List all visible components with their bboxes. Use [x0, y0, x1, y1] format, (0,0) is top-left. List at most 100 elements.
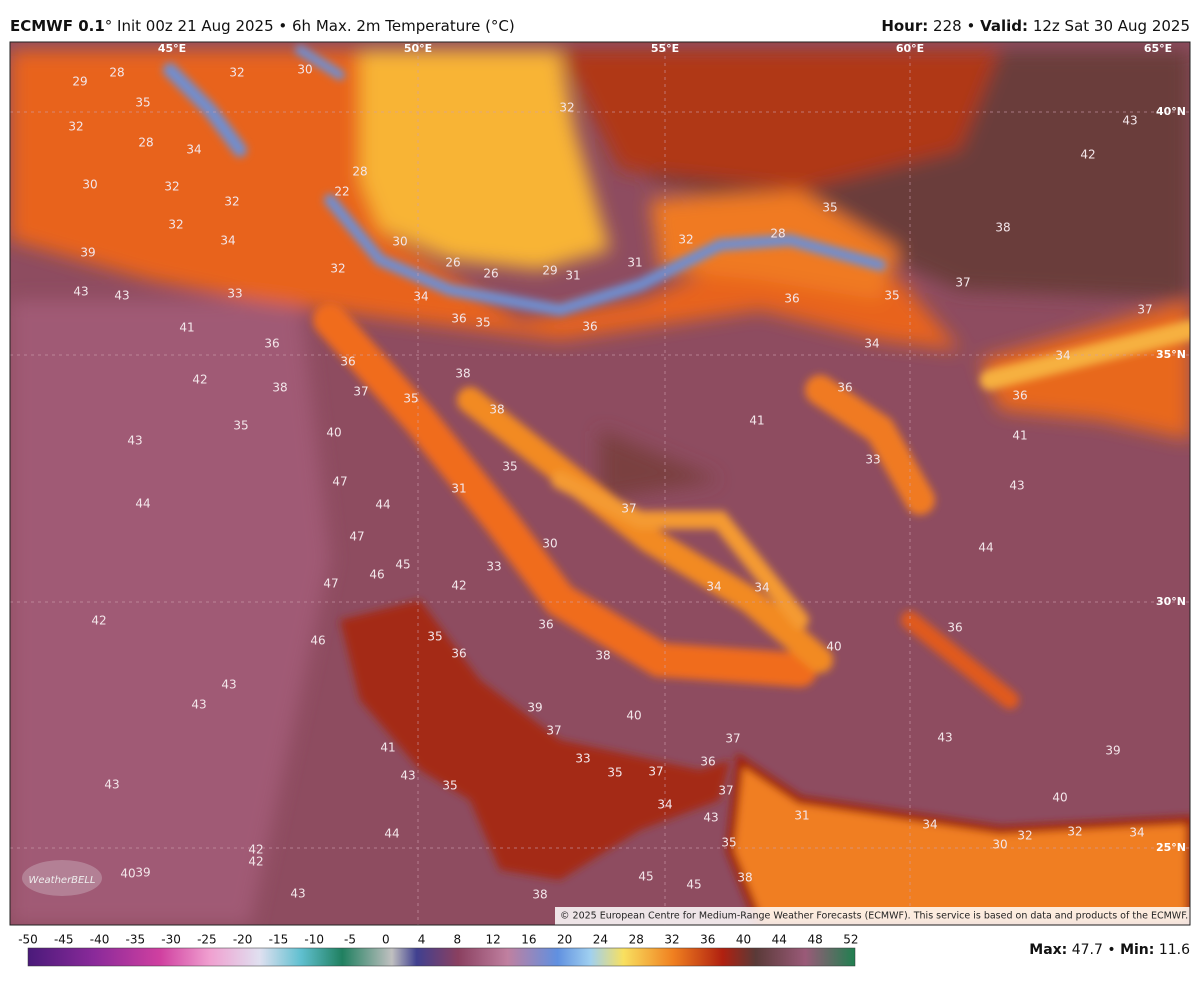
max-min: Max: 47.7 • Min: 11.6 — [1029, 942, 1190, 958]
colorbar-tick-label: -40 — [90, 933, 110, 947]
title: ECMWF 0.1° Init 00z 21 Aug 2025 • 6h Max… — [10, 17, 515, 35]
logo: WeatherBELL — [28, 875, 95, 886]
temperature-label: 35 — [135, 96, 150, 110]
colorbar-tick-label: -20 — [233, 933, 253, 947]
colorbar-tick-label: -30 — [161, 933, 181, 947]
temperature-label: 34 — [922, 818, 937, 832]
temperature-label: 36 — [451, 312, 466, 326]
temperature-label: 22 — [334, 185, 349, 199]
temperature-label: 35 — [822, 201, 837, 215]
colorbar-tick-label: 0 — [382, 933, 390, 947]
separator: • — [1107, 942, 1115, 958]
temperature-label: 33 — [227, 287, 242, 301]
temperature-label: 37 — [621, 502, 636, 516]
temperature-label: 41 — [179, 321, 194, 335]
temperature-label: 44 — [135, 497, 150, 511]
temperature-label: 35 — [884, 289, 899, 303]
temperature-label: 41 — [749, 414, 764, 428]
temperature-label: 32 — [678, 233, 693, 247]
temperature-label: 44 — [978, 541, 993, 555]
longitude-label: 65°E — [1144, 42, 1172, 55]
longitude-label: 55°E — [651, 42, 679, 55]
longitude-label: 60°E — [896, 42, 924, 55]
colorbar-tick-label: 52 — [843, 933, 858, 947]
temperature-label: 47 — [332, 475, 347, 489]
max-label: Max: — [1029, 942, 1067, 958]
colorbar-tick-label: 48 — [807, 933, 822, 947]
temperature-label: 40 — [626, 709, 641, 723]
temperature-label: 36 — [700, 755, 715, 769]
colorbar-tick-label: -15 — [269, 933, 289, 947]
temperature-label: 43 — [114, 289, 129, 303]
temperature-label: 35 — [403, 392, 418, 406]
temperature-label: 38 — [737, 871, 752, 885]
temperature-label: 40 — [326, 426, 341, 440]
colorbar-tick-label: 8 — [454, 933, 462, 947]
temperature-label: 26 — [445, 256, 460, 270]
temperature-label: 42 — [1080, 148, 1095, 162]
colorbar-tick-label: -35 — [126, 933, 146, 947]
temperature-label: 37 — [1137, 303, 1152, 317]
temperature-label: 42 — [91, 614, 106, 628]
temperature-label: 35 — [475, 316, 490, 330]
temperature-label: 41 — [380, 741, 395, 755]
temperature-label: 33 — [575, 752, 590, 766]
temperature-label: 35 — [427, 630, 442, 644]
min-label: Min: — [1120, 942, 1154, 958]
model: ECMWF 0.1 — [10, 17, 105, 35]
colorbar-tick-label: -5 — [344, 933, 356, 947]
min: 11.6 — [1159, 942, 1190, 958]
colorbar-tick-label: 24 — [593, 933, 608, 947]
temperature-label: 34 — [186, 143, 201, 157]
temperature-label: 45 — [686, 878, 701, 892]
temperature-label: 26 — [483, 267, 498, 281]
temperature-label: 32 — [164, 180, 179, 194]
temperature-label: 36 — [451, 647, 466, 661]
temperature-label: 31 — [451, 482, 466, 496]
separator: • — [966, 17, 975, 35]
temperature-label: 37 — [718, 784, 733, 798]
temperature-label: 30 — [297, 63, 312, 77]
temperature-label: 34 — [220, 234, 235, 248]
temperature-label: 42 — [248, 855, 263, 869]
temperature-label: 40 — [120, 867, 135, 881]
latitude-label: 40°N — [1156, 105, 1186, 118]
temperature-label: 37 — [725, 732, 740, 746]
colorbar-tick-label: 20 — [557, 933, 572, 947]
temperature-label: 33 — [865, 453, 880, 467]
temperature-label: 45 — [395, 558, 410, 572]
temperature-label: 36 — [837, 381, 852, 395]
temperature-label: 35 — [607, 766, 622, 780]
temperature-label: 34 — [413, 290, 428, 304]
valid-label: Valid: — [980, 17, 1028, 35]
temperature-label: 38 — [532, 888, 547, 902]
colorbar-tick-label: 16 — [521, 933, 536, 947]
temperature-label: 43 — [191, 698, 206, 712]
temperature-label: 32 — [1017, 829, 1032, 843]
colorbar-tick-label: 40 — [736, 933, 751, 947]
temperature-label: 28 — [109, 66, 124, 80]
temperature-label: 32 — [224, 195, 239, 209]
temperature-label: 32 — [168, 218, 183, 232]
temperature-label: 30 — [392, 235, 407, 249]
max: 47.7 — [1072, 942, 1103, 958]
temperature-label: 29 — [72, 75, 87, 89]
temperature-label: 34 — [1129, 826, 1144, 840]
temperature-label: 36 — [947, 621, 962, 635]
temperature-label: 42 — [192, 373, 207, 387]
temperature-label: 43 — [221, 678, 236, 692]
temperature-label: 42 — [451, 579, 466, 593]
temperature-label: 38 — [272, 381, 287, 395]
temperature-label: 31 — [565, 269, 580, 283]
temperature-label: 36 — [784, 292, 799, 306]
temperature-label: 36 — [340, 355, 355, 369]
longitude-label: 50°E — [404, 42, 432, 55]
temperature-label: 43 — [703, 811, 718, 825]
temperature-label: 34 — [754, 581, 769, 595]
temperature-label: 33 — [486, 560, 501, 574]
temperature-label: 28 — [352, 165, 367, 179]
hour: 228 — [933, 17, 962, 35]
longitude-label: 45°E — [158, 42, 186, 55]
latitude-label: 35°N — [1156, 348, 1186, 361]
